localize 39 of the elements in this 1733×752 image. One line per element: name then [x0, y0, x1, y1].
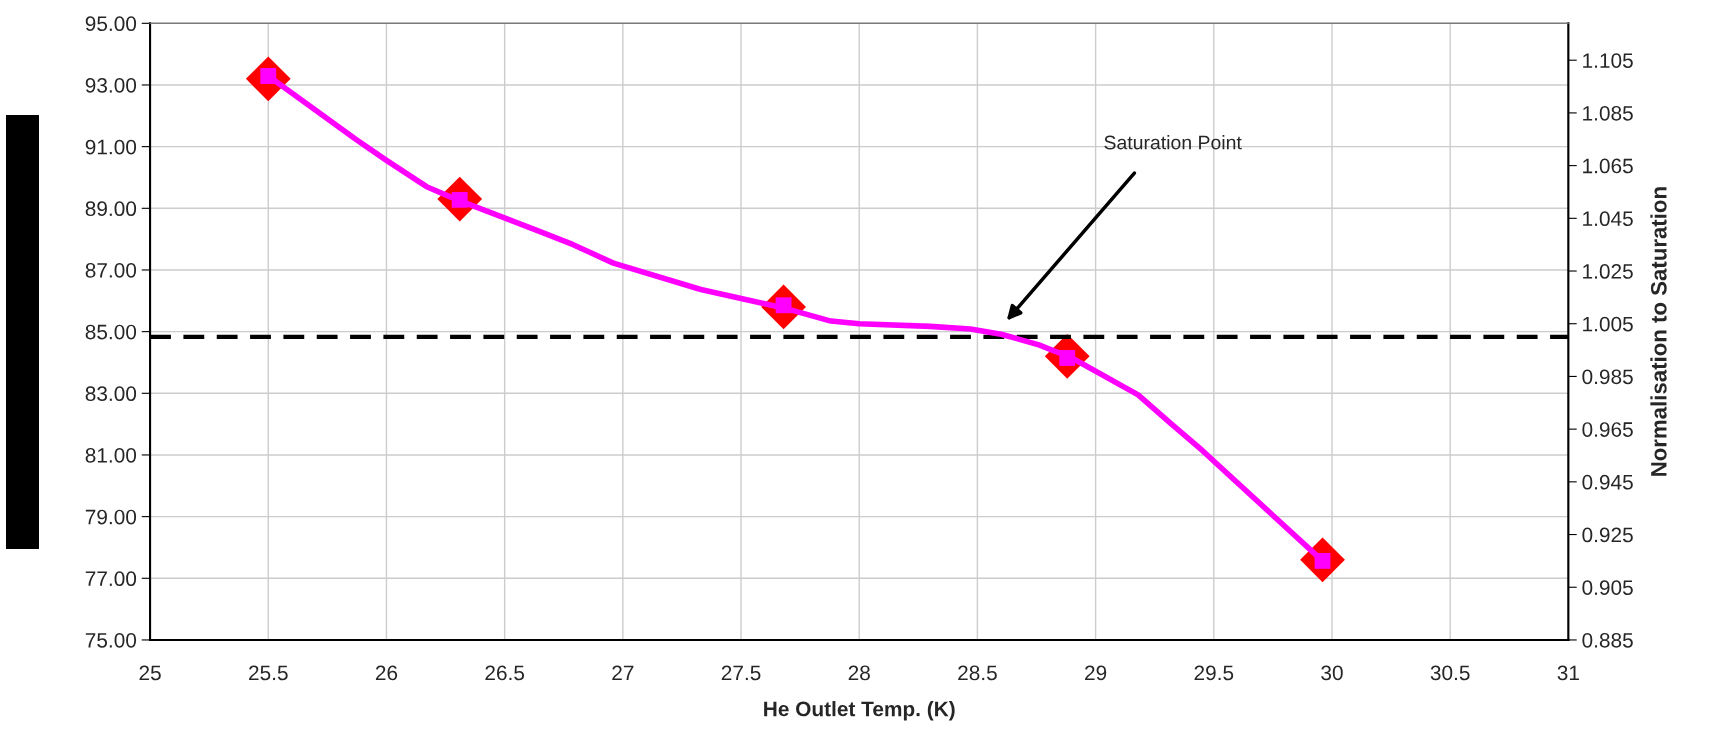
x-tick-label: 25.5 — [249, 665, 288, 681]
y-tick-label: 75.00 — [85, 632, 137, 648]
y-tick-label: 79.00 — [85, 509, 137, 525]
y2-tick-label: 1.025 — [1583, 264, 1633, 279]
y2-tick-label: 1.045 — [1583, 211, 1633, 227]
y2-tick-label: 1.005 — [1583, 316, 1633, 332]
x-axis-title: He Outlet Temp. (K) — [764, 701, 955, 721]
annotation: Saturation Point — [1104, 135, 1242, 150]
y-tick-label: 93.00 — [85, 77, 137, 93]
y-tick-label: 81.00 — [85, 447, 137, 463]
x-tick-label: 30 — [1321, 665, 1343, 681]
y-tick-label: 87.00 — [85, 262, 137, 278]
y-tick-label: 91.00 — [85, 139, 137, 155]
x-tick-label: 26.5 — [485, 665, 525, 681]
y2-tick-label: 0.965 — [1582, 422, 1633, 437]
x-tick-label: 31 — [1557, 665, 1579, 681]
x-tick-label: 28.5 — [958, 665, 997, 681]
x-tick-label: 29.5 — [1194, 665, 1234, 681]
y-tick-label: 95.00 — [85, 16, 137, 32]
x-tick-label: 27.5 — [721, 665, 761, 681]
y-tick-label: 77.00 — [85, 571, 137, 587]
y2-axis-title: Normalisation to Saturation — [1650, 187, 1667, 476]
x-tick-label: 28 — [848, 665, 870, 681]
y2-tick-label: 0.985 — [1582, 369, 1633, 385]
x-tick-label: 29 — [1085, 665, 1107, 681]
y2-tick-label: 0.945 — [1582, 474, 1633, 490]
y2-tick-label: 0.905 — [1582, 580, 1633, 595]
y2-tick-label: 0.925 — [1582, 527, 1633, 543]
x-tick-label: 26 — [375, 665, 398, 681]
y-tick-label: 85.00 — [85, 324, 137, 340]
x-tick-label: 30.5 — [1430, 665, 1470, 681]
x-tick-label: 27 — [612, 665, 634, 681]
y2-tick-label: 1.065 — [1583, 158, 1633, 174]
y2-tick-label: 0.885 — [1582, 632, 1633, 648]
y2-tick-label: 1.085 — [1583, 105, 1633, 121]
y2-tick-label: 1.105 — [1583, 53, 1633, 68]
y-tick-label: 83.00 — [85, 386, 137, 402]
y-tick-label: 89.00 — [85, 201, 137, 217]
x-tick-label: 25 — [139, 665, 161, 681]
